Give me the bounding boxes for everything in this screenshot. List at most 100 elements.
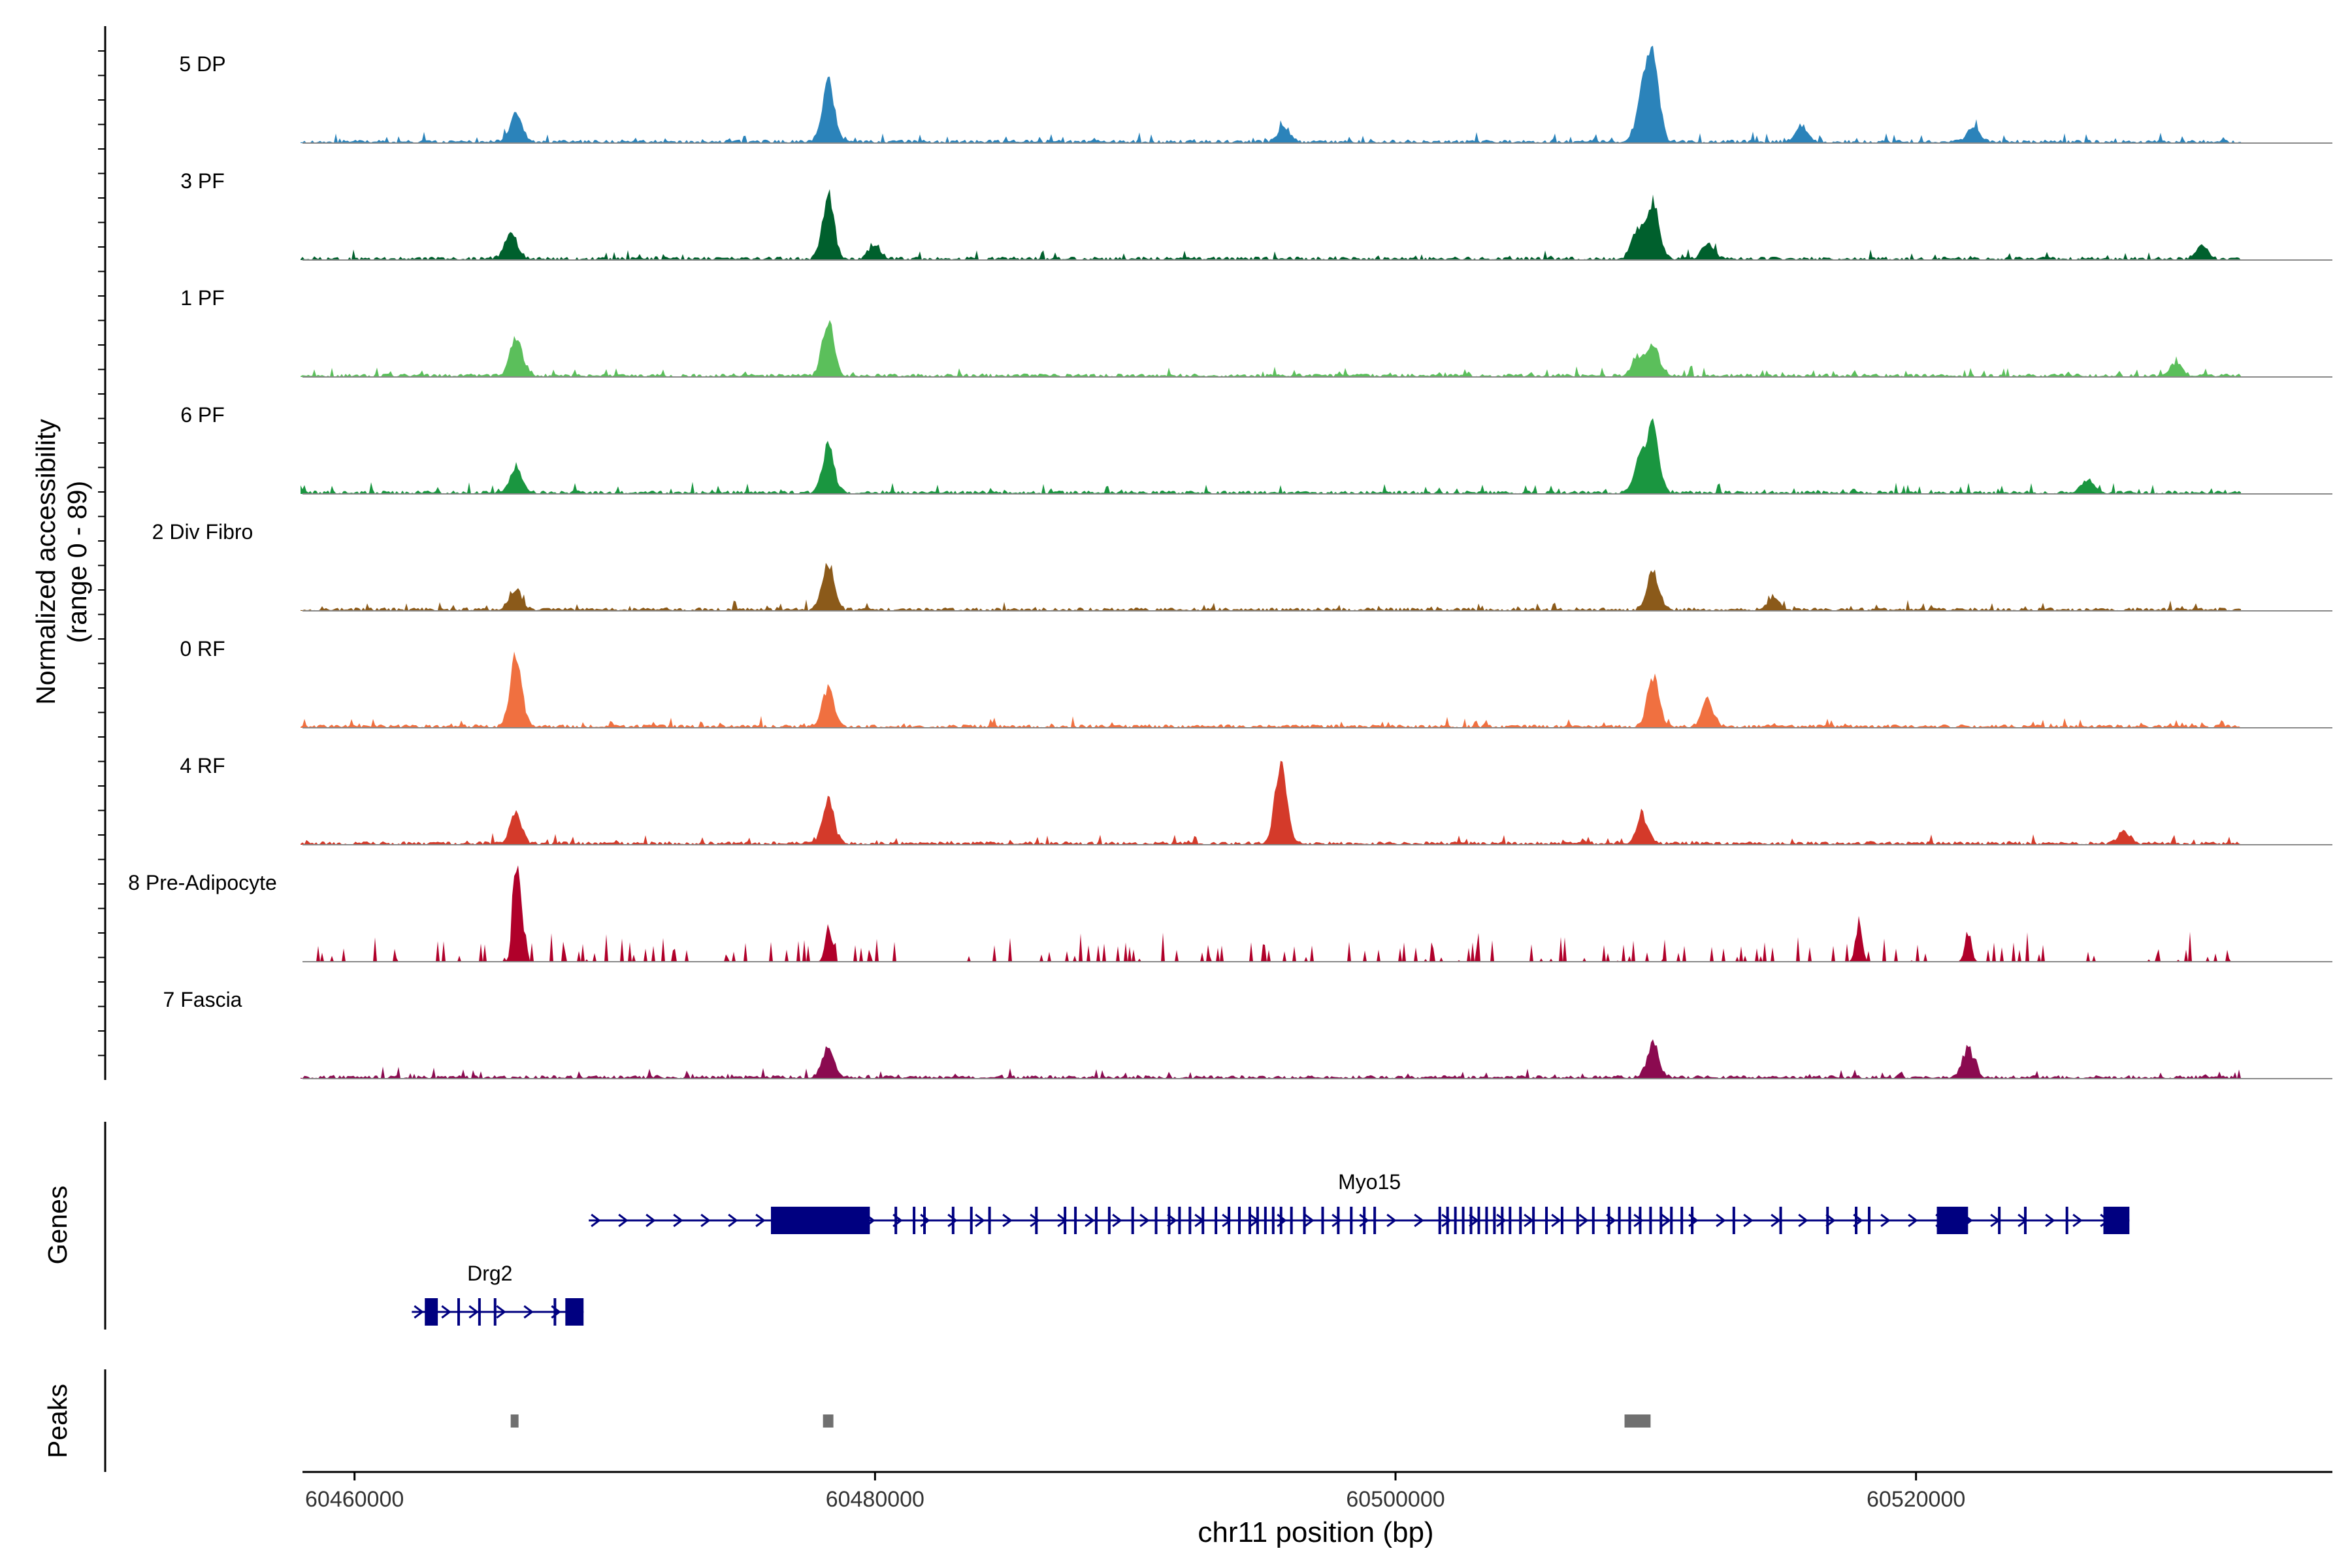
track-label: 8 Pre-Adipocyte — [128, 871, 277, 894]
strand-arrow — [1359, 1213, 1369, 1228]
strand-arrow — [1414, 1213, 1424, 1228]
genes-label: Genes — [42, 1186, 73, 1265]
strand-arrow — [1908, 1213, 1918, 1228]
track-label: 2 Div Fibro — [152, 520, 253, 544]
exon-mark — [923, 1207, 926, 1234]
strand-arrow — [523, 1305, 534, 1319]
peak-region — [823, 1414, 834, 1428]
exon-mark — [2023, 1207, 2027, 1234]
exon-block — [565, 1298, 584, 1326]
exon-mark — [1628, 1207, 1631, 1234]
strand-arrow — [1716, 1213, 1726, 1228]
exon-mark — [1188, 1207, 1192, 1234]
exon-mark — [457, 1298, 460, 1326]
strand-arrow — [1304, 1213, 1315, 1228]
x-axis: 60460000 60480000 60500000 60520000 — [302, 1471, 2332, 1512]
strand-arrow — [1578, 1213, 1589, 1228]
strand-arrow — [673, 1213, 683, 1228]
gene-label: Drg2 — [467, 1262, 512, 1285]
exon-mark — [1607, 1207, 1610, 1234]
exon-mark — [1350, 1207, 1353, 1234]
strand-arrow — [496, 1305, 506, 1319]
exon-mark — [894, 1207, 898, 1234]
track-6-pf: 6 PF — [180, 403, 2332, 495]
track-label: 5 DP — [179, 52, 225, 76]
strand-arrow — [1633, 1213, 1644, 1228]
exon-mark — [1271, 1207, 1275, 1234]
coverage-area — [301, 1039, 2241, 1079]
exon-mark — [1064, 1207, 1067, 1234]
exon-mark — [1485, 1207, 1488, 1234]
coverage-area — [301, 189, 2241, 260]
strand-arrow — [468, 1305, 479, 1319]
exon-mark — [553, 1298, 557, 1326]
exon-mark — [1855, 1207, 1858, 1234]
strand-arrow — [591, 1213, 601, 1228]
exon-mark — [1592, 1207, 1595, 1234]
strand-arrow — [1085, 1213, 1095, 1228]
exon-mark — [1576, 1207, 1579, 1234]
track-label: 6 PF — [180, 403, 225, 427]
exon-mark — [1321, 1207, 1324, 1234]
exon-mark — [1256, 1207, 1259, 1234]
track-5-dp: 5 DP — [179, 46, 2332, 144]
exon-mark — [1826, 1207, 1829, 1234]
strand-arrow — [1331, 1213, 1342, 1228]
strand-arrow — [414, 1305, 424, 1319]
exon-mark — [1290, 1207, 1293, 1234]
coverage-area — [301, 651, 2241, 728]
exon-mark — [1867, 1207, 1870, 1234]
gene-label: Myo15 — [1338, 1170, 1401, 1194]
peak-region — [510, 1414, 519, 1428]
strand-arrow — [1112, 1213, 1122, 1228]
coverage-area — [301, 46, 2241, 143]
exon-block — [425, 1298, 438, 1326]
coverage-area — [301, 563, 2241, 611]
exon-mark — [1094, 1207, 1098, 1234]
track-1-pf: 1 PF — [180, 286, 2332, 378]
track-2-div-fibro: 2 Div Fibro — [152, 520, 2332, 612]
strand-arrow — [441, 1305, 451, 1319]
gene-annotation-track: Myo15 Drg2 — [412, 1170, 2130, 1326]
exon-mark — [1477, 1207, 1480, 1234]
track-3-pf: 3 PF — [180, 169, 2332, 261]
exon-mark — [1454, 1207, 1457, 1234]
y-axis-range-label: (range 0 - 89) — [62, 481, 92, 643]
exon-mark — [913, 1207, 916, 1234]
exon-mark — [1178, 1207, 1181, 1234]
exon-block — [2103, 1207, 2130, 1234]
strand-arrow — [700, 1213, 711, 1228]
peaks-label: Peaks — [42, 1384, 73, 1458]
track-label: 3 PF — [180, 169, 225, 193]
exon-mark — [1131, 1207, 1134, 1234]
exon-mark — [1509, 1207, 1512, 1234]
exon-mark — [970, 1207, 973, 1234]
exon-mark — [1493, 1207, 1496, 1234]
strand-arrow — [2045, 1213, 2055, 1228]
exon-mark — [1337, 1207, 1340, 1234]
exon-mark — [1228, 1207, 1231, 1234]
exon-mark — [1201, 1207, 1205, 1234]
strand-arrow — [618, 1213, 629, 1228]
strand-arrow — [1496, 1213, 1507, 1228]
y-axis-label: Normalized accessibility — [31, 419, 61, 705]
strand-arrow — [2072, 1213, 2083, 1228]
exon-mark — [1446, 1207, 1449, 1234]
peak-region — [1624, 1414, 1651, 1428]
strand-arrow — [645, 1213, 656, 1228]
track-7-fascia: 7 Fascia — [163, 988, 2332, 1079]
exon-mark — [1639, 1207, 1642, 1234]
exon-mark — [1501, 1207, 1504, 1234]
exon-mark — [1680, 1207, 1684, 1234]
exon-mark — [1264, 1207, 1267, 1234]
x-tick-label: 60500000 — [1346, 1487, 1445, 1512]
x-axis-label: chr11 position (bp) — [1198, 1516, 1433, 1548]
peak-regions-track — [510, 1414, 1651, 1428]
strand-arrow — [947, 1213, 958, 1228]
strand-arrow — [1551, 1213, 1561, 1228]
track-label: 4 RF — [180, 754, 225, 777]
exon-mark — [1438, 1207, 1441, 1234]
track-label: 7 Fascia — [163, 988, 242, 1011]
exon-mark — [1691, 1207, 1694, 1234]
